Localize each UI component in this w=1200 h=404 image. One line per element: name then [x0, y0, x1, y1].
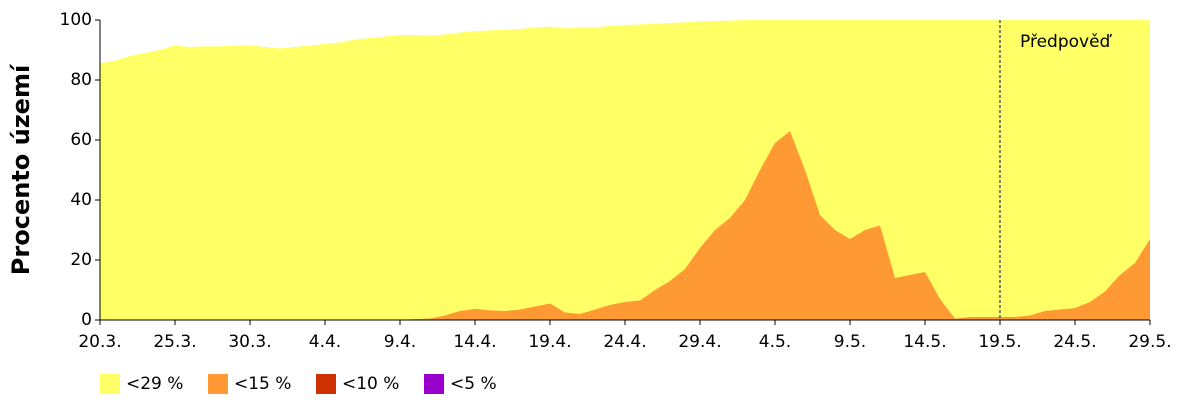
y-tick-label: 40: [70, 190, 92, 210]
legend-swatch: [208, 374, 228, 394]
x-tick-label: 20.3.: [78, 332, 121, 352]
x-tick-label: 24.5.: [1053, 332, 1096, 352]
legend-swatch: [316, 374, 336, 394]
area: [100, 131, 1150, 320]
x-tick-label: 30.3.: [228, 332, 271, 352]
y-tick-label: 60: [70, 130, 92, 150]
y-tick-label: 100: [60, 10, 92, 30]
y-tick-label: 0: [81, 310, 92, 330]
x-tick-label: 9.5.: [834, 332, 866, 352]
x-tick-label: 29.5.: [1128, 332, 1171, 352]
legend-label: <29 %: [126, 374, 183, 394]
x-tick-label: 4.4.: [309, 332, 341, 352]
x-tick-label: 19.5.: [978, 332, 1021, 352]
y-tick-label: 20: [70, 250, 92, 270]
annotation: Předpověď: [1020, 32, 1113, 52]
x-tick-label: 4.5.: [759, 332, 791, 352]
legend-swatch: [424, 374, 444, 394]
area: [100, 20, 1150, 320]
x-tick-label: 19.4.: [528, 332, 571, 352]
x-tick-label: 9.4.: [384, 332, 416, 352]
legend-label: <10 %: [342, 374, 399, 394]
legend-label: <5 %: [450, 374, 497, 394]
x-tick-label: 25.3.: [153, 332, 196, 352]
legend-swatch: [100, 374, 120, 394]
y-tick-label: 80: [70, 70, 92, 90]
legend-label: <15 %: [234, 374, 291, 394]
x-tick-label: 14.5.: [903, 332, 946, 352]
x-tick-label: 24.4.: [603, 332, 646, 352]
x-tick-label: 14.4.: [453, 332, 496, 352]
x-tick-label: 29.4.: [678, 332, 721, 352]
y-axis-title: Procento území: [7, 63, 35, 275]
